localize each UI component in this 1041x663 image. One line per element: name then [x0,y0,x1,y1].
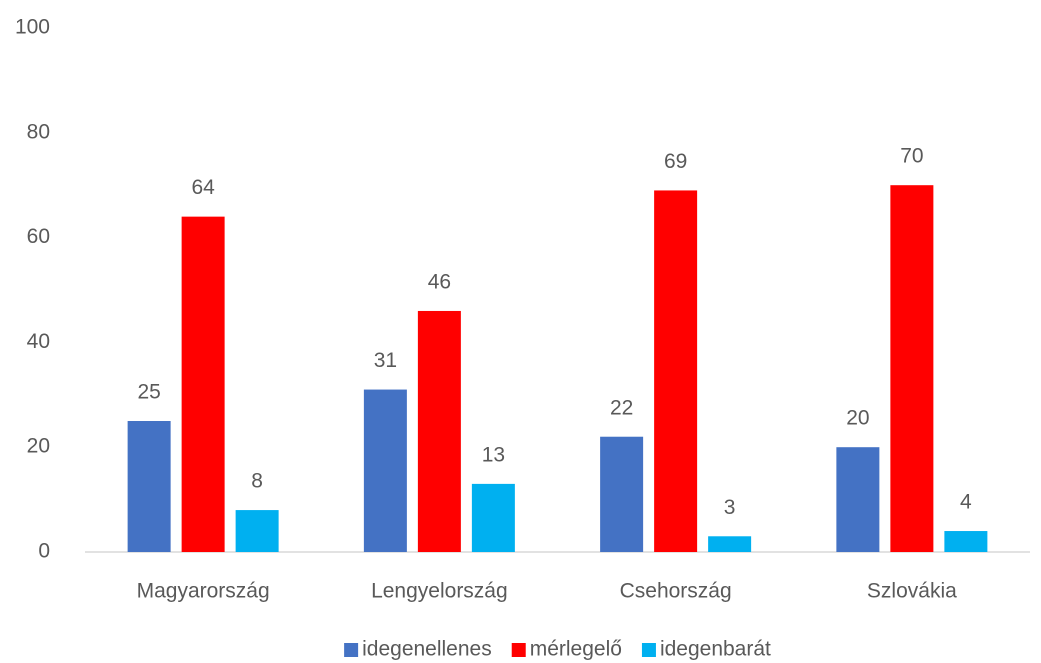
data-label: 69 [664,150,687,173]
bar [708,536,752,552]
data-label: 3 [724,496,736,519]
bar [127,421,171,552]
y-tick-label: 60 [27,225,50,248]
legend: idegenellenes mérlegelő idegenbarát [344,638,771,661]
y-tick-label: 0 [38,540,50,563]
bar [944,531,988,552]
data-label: 22 [610,396,633,419]
bar [836,447,880,552]
bar [181,216,225,552]
legend-label: idegenellenes [362,638,492,661]
y-tick-label: 80 [27,120,50,143]
bar [654,190,698,552]
data-label: 64 [191,176,215,199]
data-label: 13 [482,443,505,466]
data-label: 31 [374,349,397,372]
bar [600,436,644,552]
data-label: 20 [846,407,869,430]
bar [235,510,279,552]
x-tick-label: Csehország [620,580,732,603]
x-tick-label: Szlovákia [867,580,957,603]
bar [471,483,515,552]
y-tick-label: 40 [27,330,50,353]
legend-swatch [344,643,359,657]
bar [417,310,461,552]
y-tick-label: 100 [15,16,50,39]
bar [363,389,407,552]
data-label: 46 [428,271,451,294]
x-tick-label: Lengyelország [371,580,508,603]
y-tick-label: 20 [27,435,50,458]
legend-swatch [641,643,656,657]
data-label: 8 [251,470,263,493]
data-label: 25 [137,381,160,404]
legend-label: idegenbarát [660,638,771,661]
data-label: 4 [960,491,972,514]
x-tick-label: Magyarország [137,580,270,603]
legend-label: mérlegelő [530,638,622,661]
data-label: 70 [900,145,923,168]
bar [890,185,934,552]
legend-swatch [511,643,526,657]
